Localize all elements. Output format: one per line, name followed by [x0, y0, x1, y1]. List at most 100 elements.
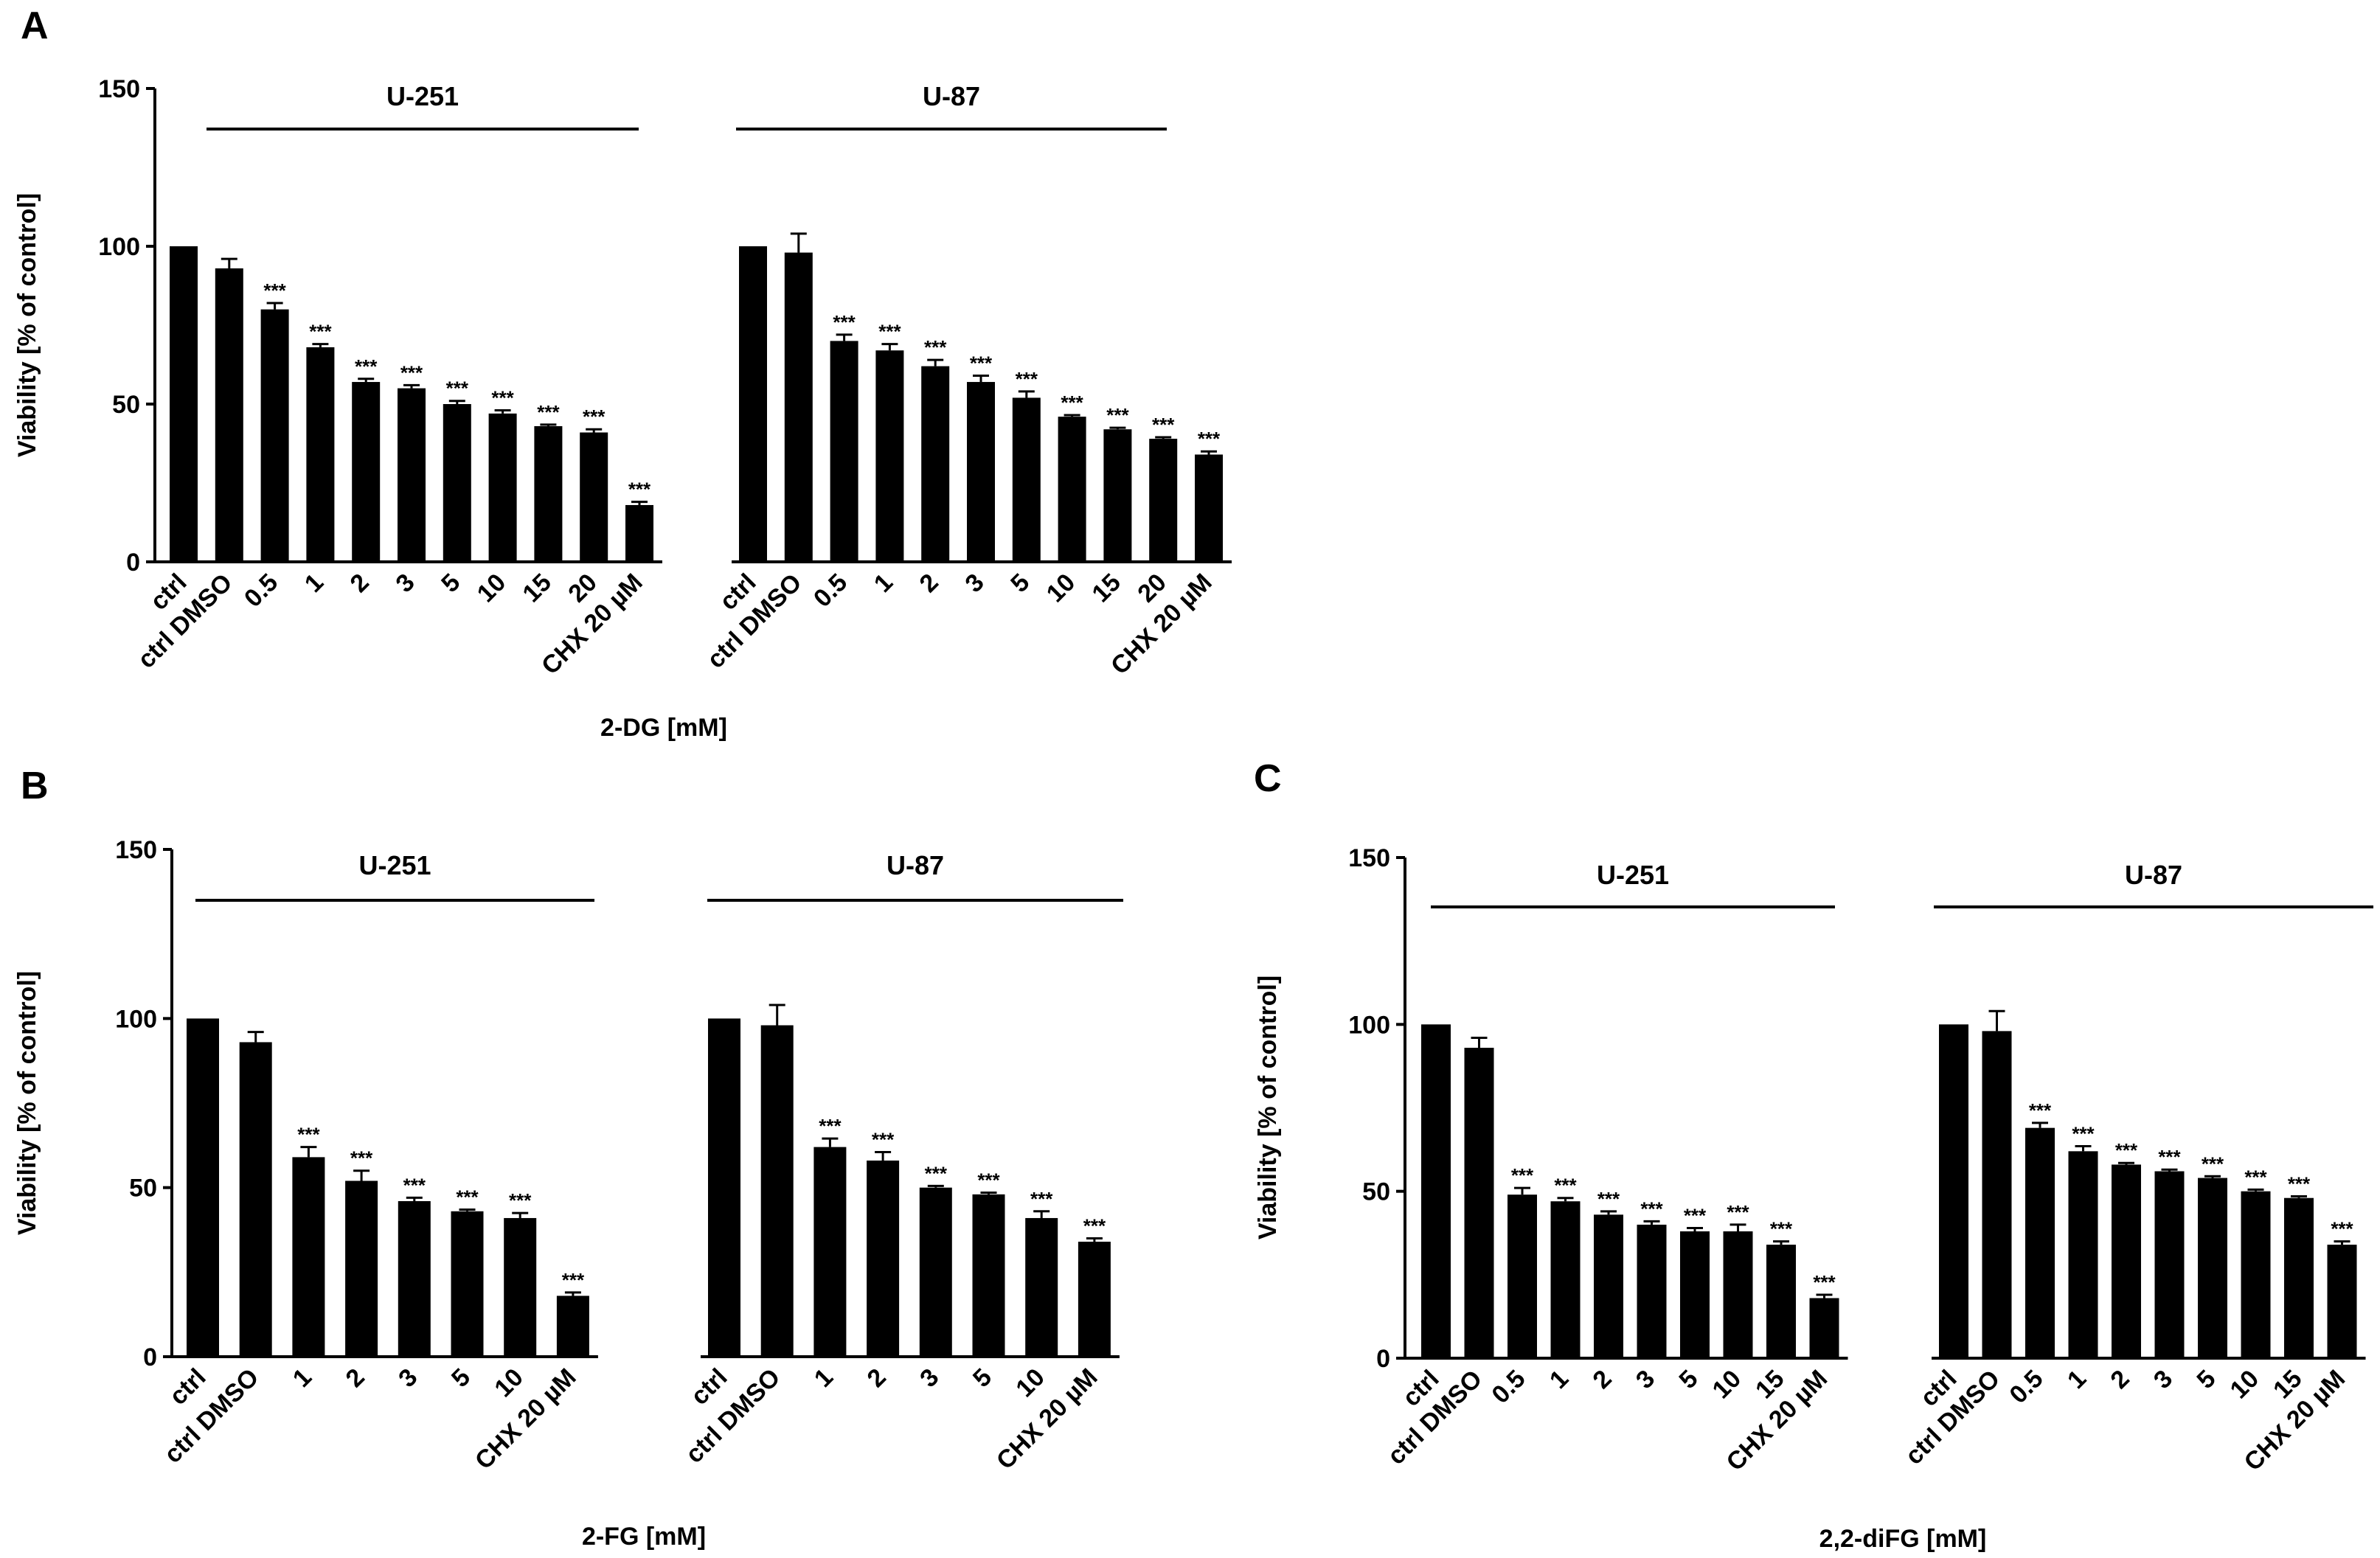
y-tick-label: 0	[143, 1343, 157, 1371]
significance-label: ***	[350, 1147, 373, 1169]
bar-u-87-2	[2112, 1164, 2141, 1358]
significance-label: ***	[456, 1186, 479, 1208]
significance-label: ***	[562, 1269, 585, 1291]
x-tick-label: 5	[1005, 568, 1035, 598]
bar-u-251-5	[451, 1211, 484, 1357]
y-tick-label: 50	[129, 1175, 157, 1203]
x-tick-label: 0.5	[1486, 1365, 1530, 1409]
significance-label: ***	[2288, 1172, 2311, 1194]
significance-label: ***	[509, 1189, 532, 1211]
bar-u-251-15	[1766, 1245, 1796, 1358]
bar-u-251-chx-20-m	[1809, 1298, 1839, 1358]
significance-label: ***	[2202, 1152, 2224, 1175]
bar-u-251-10	[488, 413, 517, 562]
bar-u-87-chx-20-m	[2327, 1245, 2357, 1358]
bar-u-87-10	[1025, 1217, 1058, 1357]
panel-letter: C	[1254, 757, 1282, 800]
x-tick-label: 3	[390, 568, 420, 598]
bar-u-251-20	[580, 432, 608, 562]
x-tick-label: CHX 20 µM	[991, 1363, 1103, 1475]
panel-letter: B	[21, 765, 49, 807]
x-tick-label: 1	[288, 1363, 317, 1393]
bar-u-87-5	[972, 1194, 1005, 1357]
bar-u-251-3	[398, 1201, 431, 1357]
x-tick-label: 1	[2062, 1365, 2092, 1394]
x-tick-label: 10	[1010, 1363, 1050, 1403]
x-tick-label: 0.5	[2004, 1365, 2048, 1409]
bar-u-251-2	[1594, 1214, 1623, 1358]
x-tick-label: 15	[1086, 568, 1126, 608]
x-tick-label: 1	[809, 1363, 839, 1393]
significance-label: ***	[878, 321, 901, 343]
x-tick-label: 10	[472, 568, 512, 608]
significance-label: ***	[1640, 1197, 1663, 1220]
bar-u-251-1	[1550, 1201, 1581, 1358]
group-label-u-251: U-251	[358, 850, 431, 880]
x-tick-label: 2	[341, 1363, 370, 1393]
panel-b: B 0 50 100 150 Viability [% of control] U-251 c…	[13, 765, 1123, 1551]
bar-u-87-10	[2241, 1191, 2271, 1358]
group-label-u-87: U-87	[2125, 860, 2182, 890]
bar-u-87-ctrl	[708, 1018, 740, 1357]
y-axis-title: Viability [% of control]	[13, 971, 41, 1235]
significance-label: ***	[1016, 368, 1038, 390]
bar-u-87-ctrl-dmso	[784, 252, 813, 562]
x-tick-label: 0.5	[808, 568, 853, 613]
significance-label: ***	[628, 479, 651, 501]
x-tick-label: 1	[869, 568, 898, 598]
bar-u-251-1	[292, 1157, 325, 1357]
group-label-u-87: U-87	[923, 81, 980, 111]
significance-label: ***	[1770, 1218, 1793, 1240]
group-label-u-251: U-251	[386, 81, 459, 111]
group-label-u-251: U-251	[1597, 860, 1669, 890]
significance-label: ***	[2331, 1218, 2353, 1240]
x-tick-label: 2	[345, 568, 375, 598]
y-tick-label: 100	[115, 1005, 157, 1033]
x-tick-label: 0.5	[239, 568, 283, 613]
bar-u-251-ctrl-dmso	[1464, 1048, 1494, 1358]
bar-u-251-15	[534, 425, 563, 562]
y-tick-label: 150	[98, 75, 140, 103]
significance-label: ***	[583, 406, 606, 428]
bar-u-87-2	[867, 1160, 900, 1357]
bar-u-251-chx-20-m	[556, 1296, 589, 1357]
bar-u-251-0-5	[260, 309, 289, 562]
bar-u-87-0-5	[2025, 1127, 2055, 1358]
bar-u-87-10	[1058, 417, 1086, 562]
bar-u-87-3	[919, 1187, 952, 1357]
bar-u-251-1	[306, 347, 335, 562]
y-axis-title: Viability [% of control]	[13, 193, 41, 457]
significance-label: ***	[1152, 414, 1175, 436]
x-tick-label: 2	[2105, 1365, 2134, 1394]
significance-label: ***	[1030, 1188, 1053, 1210]
bar-u-87-1	[2068, 1151, 2098, 1358]
x-tick-label: 15	[517, 568, 557, 608]
significance-label: ***	[263, 279, 286, 302]
bar-u-251-chx-20-m	[625, 504, 653, 562]
significance-label: ***	[833, 311, 856, 333]
bar-u-87-3	[967, 382, 995, 562]
bar-u-251-10	[504, 1217, 537, 1357]
significance-label: ***	[1813, 1271, 1836, 1293]
y-tick-label: 0	[126, 549, 140, 577]
significance-label: ***	[2072, 1123, 2095, 1145]
bar-u-251-ctrl	[1421, 1024, 1451, 1358]
bar-u-251-3	[398, 388, 426, 562]
significance-label: ***	[1083, 1214, 1106, 1237]
bar-u-87-5	[1012, 397, 1041, 562]
bar-u-251-0-5	[1508, 1194, 1537, 1358]
significance-label: ***	[491, 387, 514, 409]
significance-label: ***	[2244, 1166, 2267, 1188]
bar-u-87-chx-20-m	[1078, 1242, 1111, 1357]
bar-u-87-ctrl	[739, 246, 767, 562]
x-tick-label: 5	[2191, 1365, 2221, 1394]
x-tick-label: 3	[1631, 1365, 1660, 1394]
significance-label: ***	[446, 378, 469, 400]
panel-letter: A	[21, 4, 49, 47]
x-tick-label: 5	[436, 568, 465, 598]
bar-u-87-1	[813, 1147, 847, 1357]
x-tick-label: 2	[862, 1363, 892, 1393]
bar-u-87-2	[921, 366, 950, 562]
